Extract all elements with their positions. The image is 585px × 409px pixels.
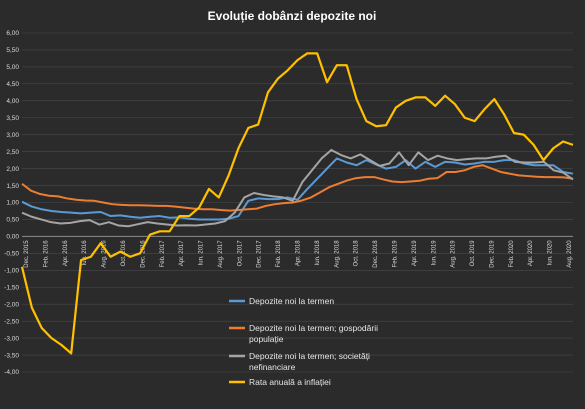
y-tick-label: 2,50	[6, 149, 19, 156]
y-tick-label: 1,00	[6, 200, 19, 207]
y-tick-label: -1,50	[4, 284, 19, 291]
x-tick-label: Oct. 2017	[237, 240, 243, 267]
y-tick-label: -4,00	[4, 369, 19, 376]
series-line-4	[20, 52, 574, 355]
chart-title: Evoluție dobânzi depozite noi	[208, 9, 377, 23]
x-tick-label: Feb. 2018	[276, 240, 282, 268]
y-tick-label: 4,50	[6, 81, 19, 88]
legend-entry: Rata anuală a inflației	[249, 377, 331, 387]
y-tick-label: 0,00	[6, 234, 19, 241]
x-tick-label: Iun. 2018	[315, 240, 321, 266]
x-tick-label: Apr. 2017	[179, 240, 185, 266]
y-tick-label: 3,00	[6, 132, 19, 139]
legend: Depozite noi la termen Depozite noi la te…	[229, 296, 378, 387]
x-tick-label: Aug. 2016	[102, 240, 108, 268]
legend-entry: Depozite noi la termen	[249, 296, 334, 306]
y-tick-label: 3,50	[6, 115, 19, 122]
x-tick-label: Feb. 2020	[509, 240, 515, 268]
y-tick-label: -2,50	[4, 318, 19, 325]
x-tick-label: Iun. 2020	[548, 240, 554, 266]
axes: -4,00 -3,50 -3,00 -2,50 -2,00 -1,50 -1,00 -0,50…	[4, 30, 573, 376]
y-tick-label: 5,50	[6, 47, 19, 54]
series-line-2	[21, 164, 574, 212]
y-tick-label: -1,00	[4, 268, 19, 275]
series-lines	[20, 52, 574, 355]
x-tick-label: Iun. 2019	[431, 240, 437, 266]
y-tick-label: -2,00	[4, 301, 19, 308]
x-tick-label: Oct. 2018	[354, 240, 360, 267]
x-tick-label: Dec. 2017	[257, 240, 263, 268]
x-tick-label: Feb. 2019	[392, 240, 398, 268]
y-tick-label: 2,00	[6, 166, 19, 173]
x-tick-label: Dec. 2015	[24, 240, 30, 268]
series-line-3	[21, 148, 574, 228]
x-tick-label: Aug. 2019	[451, 240, 457, 268]
x-tick-label: Aug. 2020	[567, 240, 573, 268]
y-tick-label: 1,50	[6, 183, 19, 190]
y-tick-label: -3,00	[4, 335, 19, 342]
gridlines	[22, 32, 573, 373]
legend-entry: Depozite noi la termen; societăți nefinan…	[249, 351, 370, 372]
x-tick-label: Aug. 2018	[334, 240, 340, 268]
y-tick-label: -3,50	[4, 352, 19, 359]
x-tick-label: Aug. 2017	[218, 240, 224, 268]
y-tick-label: 0,50	[6, 217, 19, 224]
x-tick-label: Iun. 2017	[199, 240, 205, 266]
x-tick-label: Iun. 2016	[82, 240, 88, 266]
x-tick-label: Dec. 2016	[140, 240, 146, 268]
x-tick-label: Apr. 2016	[63, 240, 69, 266]
x-tick-label: Feb. 2016	[43, 240, 49, 268]
legend-entry: Depozite noi la termen; gospodării popula…	[249, 323, 378, 344]
x-tick-label: Feb. 2017	[160, 240, 166, 268]
y-tick-label: 6,00	[6, 30, 19, 37]
x-tick-label: Dec. 2019	[489, 240, 495, 268]
y-tick-label: 4,00	[6, 98, 19, 105]
series-line-1	[21, 157, 574, 221]
x-tick-label: Oct. 2019	[470, 240, 476, 267]
y-tick-label: -0,50	[4, 251, 19, 258]
x-tick-label: Apr. 2018	[296, 240, 302, 266]
x-tick-label: Apr. 2020	[528, 240, 534, 266]
x-tick-label: Dec. 2018	[373, 240, 379, 268]
x-tick-label: Apr. 2019	[412, 240, 418, 266]
y-tick-label: 5,00	[6, 64, 19, 71]
